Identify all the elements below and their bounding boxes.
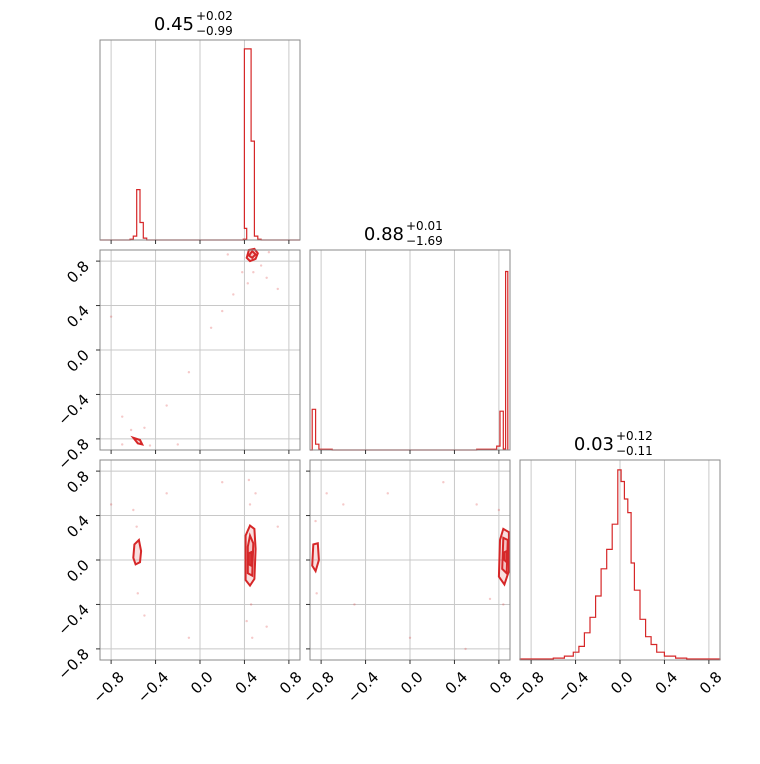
y-tick-label: −0.8 <box>54 435 92 473</box>
panel-title-0: 0.45 +0.02−0.99 <box>154 9 233 38</box>
sample-point <box>252 271 255 274</box>
x-tick-label: 0.0 <box>187 668 217 698</box>
x-tick-label: −0.4 <box>344 668 382 706</box>
sample-point <box>135 525 138 528</box>
y-tick-label: 0.8 <box>63 257 93 287</box>
y-tick-label: −0.8 <box>54 645 92 683</box>
sample-point <box>121 415 124 418</box>
y-tick-label: 0.4 <box>63 302 93 332</box>
x-tick-label: −0.4 <box>134 668 172 706</box>
title-upper-error: +0.12 <box>616 429 653 443</box>
density-contour <box>132 537 143 566</box>
sample-point <box>187 371 191 374</box>
histogram-1 <box>310 270 509 451</box>
y-tick-label: −0.4 <box>54 391 92 429</box>
sample-point <box>259 264 263 267</box>
sample-point <box>245 619 248 623</box>
sample-point <box>165 492 168 495</box>
sample-point <box>464 647 467 651</box>
x-tick-label: −0.4 <box>554 668 592 706</box>
sample-point <box>187 636 191 639</box>
x-tick-label: 0.0 <box>607 668 637 698</box>
sample-point <box>246 282 249 285</box>
sample-point <box>148 444 152 447</box>
title-upper-error: +0.02 <box>196 9 233 23</box>
density-contour <box>247 249 258 260</box>
title-lower-error: −0.99 <box>196 24 233 38</box>
histogram-2 <box>519 469 721 660</box>
title-median: 0.88 <box>364 224 404 245</box>
panel-title-2: 0.03 +0.12−0.11 <box>574 429 653 458</box>
sample-point <box>314 519 317 523</box>
x-tick-label: −0.8 <box>89 668 127 706</box>
sample-point <box>143 614 146 617</box>
sample-point <box>221 481 224 484</box>
sample-point <box>276 525 279 528</box>
title-upper-error: +0.01 <box>406 219 443 233</box>
y-tick-label: 0.0 <box>63 346 93 376</box>
y-tick-label: 0.4 <box>63 512 93 542</box>
sample-point <box>386 492 389 495</box>
sample-point <box>475 503 478 506</box>
x-tick-label: 0.4 <box>442 668 472 698</box>
sample-point <box>226 253 229 256</box>
sample-point <box>143 426 146 429</box>
title-median: 0.03 <box>574 434 614 455</box>
sample-point <box>232 293 235 296</box>
density-contour <box>247 550 253 568</box>
sample-point <box>209 326 213 329</box>
sample-point <box>221 309 224 313</box>
sample-point <box>109 315 113 318</box>
sample-point <box>109 503 113 506</box>
panel-title-1: 0.88 +0.01−1.69 <box>364 219 443 248</box>
sample-point <box>247 478 251 482</box>
sample-point <box>353 603 356 606</box>
title-lower-error: −1.69 <box>406 234 443 248</box>
sample-point <box>488 597 492 601</box>
density-contour <box>130 435 145 446</box>
sample-point <box>241 271 244 274</box>
sample-point <box>129 428 133 432</box>
sample-point <box>315 592 318 595</box>
sample-point <box>121 443 124 446</box>
sample-point <box>265 276 268 279</box>
sample-point <box>249 603 253 606</box>
sample-point <box>165 404 168 407</box>
sample-point <box>408 636 412 639</box>
y-tick-label: 0.0 <box>63 556 93 586</box>
density-contour <box>311 542 320 574</box>
sample-point <box>502 603 505 606</box>
density-contour <box>503 549 508 565</box>
x-tick-label: 0.0 <box>397 668 427 698</box>
sample-point <box>442 481 445 484</box>
sample-point <box>136 592 139 595</box>
sample-point <box>267 251 271 254</box>
sample-point <box>497 508 501 512</box>
sample-point <box>276 287 279 291</box>
x-tick-label: 0.4 <box>232 668 262 698</box>
y-tick-label: −0.4 <box>54 601 92 639</box>
sample-point <box>248 503 252 506</box>
x-tick-label: 0.4 <box>652 668 682 698</box>
sample-point <box>254 492 257 495</box>
sample-point <box>325 492 328 495</box>
sample-point <box>132 508 135 512</box>
x-tick-label: −0.8 <box>299 668 337 706</box>
x-tick-label: 0.8 <box>696 668 726 698</box>
sample-point <box>342 503 345 506</box>
sample-point <box>251 636 254 639</box>
sample-point <box>265 625 268 628</box>
title-median: 0.45 <box>154 14 194 35</box>
sample-point <box>176 443 179 446</box>
title-lower-error: −0.11 <box>616 444 653 458</box>
x-tick-label: −0.8 <box>509 668 547 706</box>
